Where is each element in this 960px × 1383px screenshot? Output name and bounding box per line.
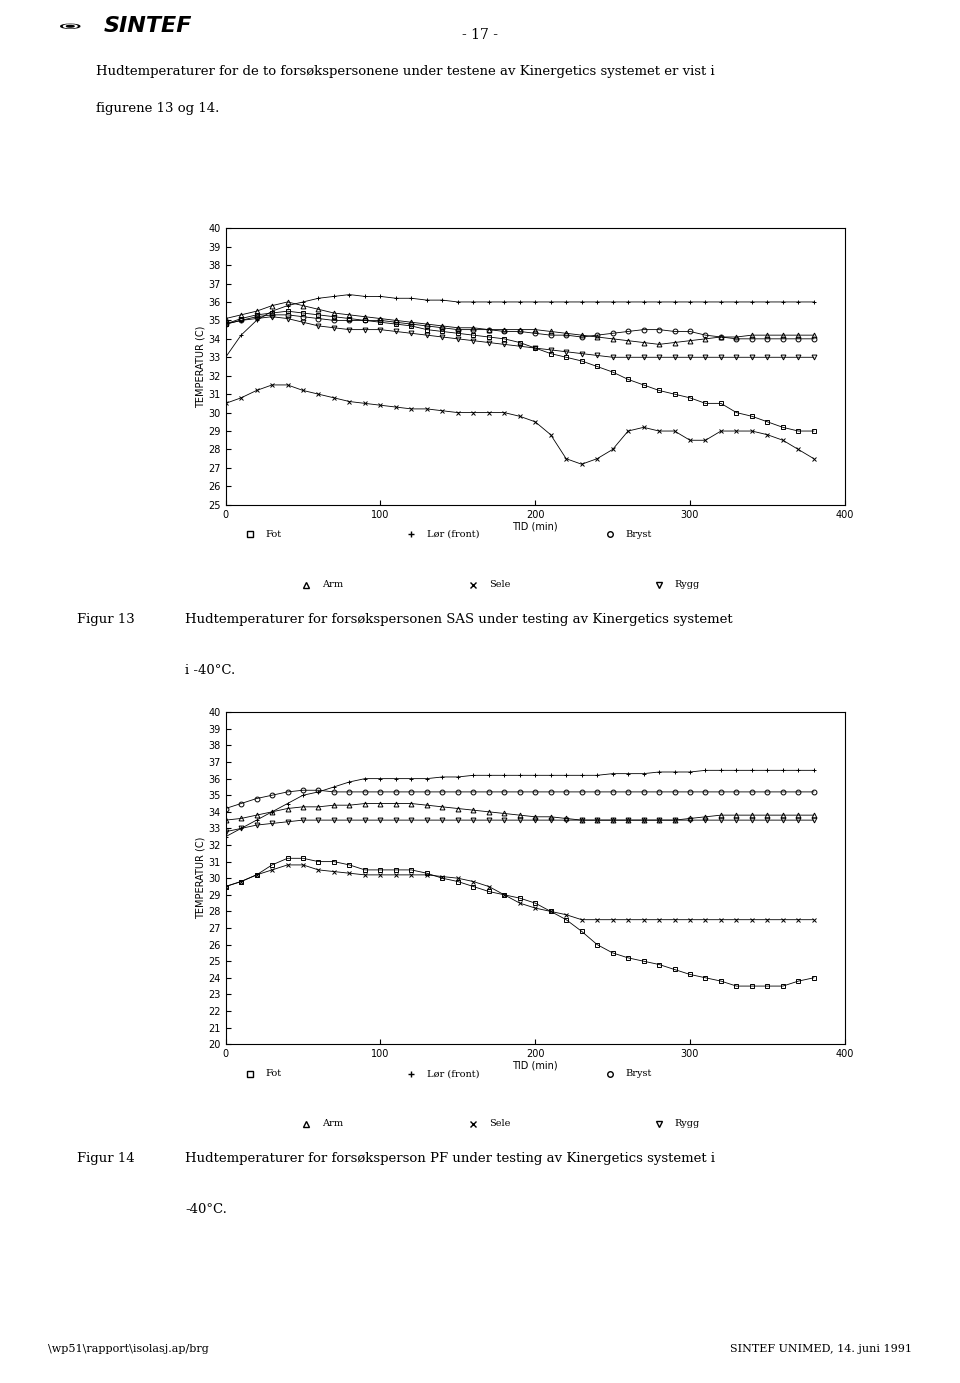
Text: Sele: Sele <box>489 1119 510 1129</box>
Text: Arm: Arm <box>322 579 343 589</box>
Y-axis label: TEMPERATUR (C): TEMPERATUR (C) <box>196 325 205 408</box>
Text: -40°C.: -40°C. <box>185 1203 228 1217</box>
Text: - 17 -: - 17 - <box>462 28 498 41</box>
Text: i -40°C.: i -40°C. <box>185 664 235 678</box>
Text: Bryst: Bryst <box>625 1069 651 1079</box>
Text: Hudtemperaturer for forsøksperson PF under testing av Kinergetics systemet i: Hudtemperaturer for forsøksperson PF und… <box>185 1152 715 1164</box>
Text: Figur 14: Figur 14 <box>77 1152 134 1164</box>
Text: SINTEF: SINTEF <box>104 17 193 36</box>
Y-axis label: TEMPERATUR (C): TEMPERATUR (C) <box>196 837 205 920</box>
Text: Hudtemperaturer for de to forsøkspersonene under testene av Kinergetics systemet: Hudtemperaturer for de to forsøkspersone… <box>96 65 714 77</box>
X-axis label: TID (min): TID (min) <box>513 1061 558 1070</box>
Text: Arm: Arm <box>322 1119 343 1129</box>
Text: \wp51\rapport\isolasj.ap/brg: \wp51\rapport\isolasj.ap/brg <box>48 1344 208 1354</box>
Text: Lør (front): Lør (front) <box>427 530 479 539</box>
Text: Fot: Fot <box>266 530 282 539</box>
Text: Bryst: Bryst <box>625 530 651 539</box>
Circle shape <box>60 25 80 28</box>
Text: Hudtemperaturer for forsøkspersonen SAS under testing av Kinergetics systemet: Hudtemperaturer for forsøkspersonen SAS … <box>185 613 733 625</box>
Text: figurene 13 og 14.: figurene 13 og 14. <box>96 101 220 115</box>
Circle shape <box>66 25 74 28</box>
Text: Rygg: Rygg <box>675 579 700 589</box>
Text: Lør (front): Lør (front) <box>427 1069 479 1079</box>
Circle shape <box>63 25 77 28</box>
Text: Sele: Sele <box>489 579 510 589</box>
X-axis label: TID (min): TID (min) <box>513 521 558 531</box>
Text: Rygg: Rygg <box>675 1119 700 1129</box>
Text: SINTEF UNIMED, 14. juni 1991: SINTEF UNIMED, 14. juni 1991 <box>730 1344 912 1354</box>
Text: Figur 13: Figur 13 <box>77 613 134 625</box>
Text: Fot: Fot <box>266 1069 282 1079</box>
